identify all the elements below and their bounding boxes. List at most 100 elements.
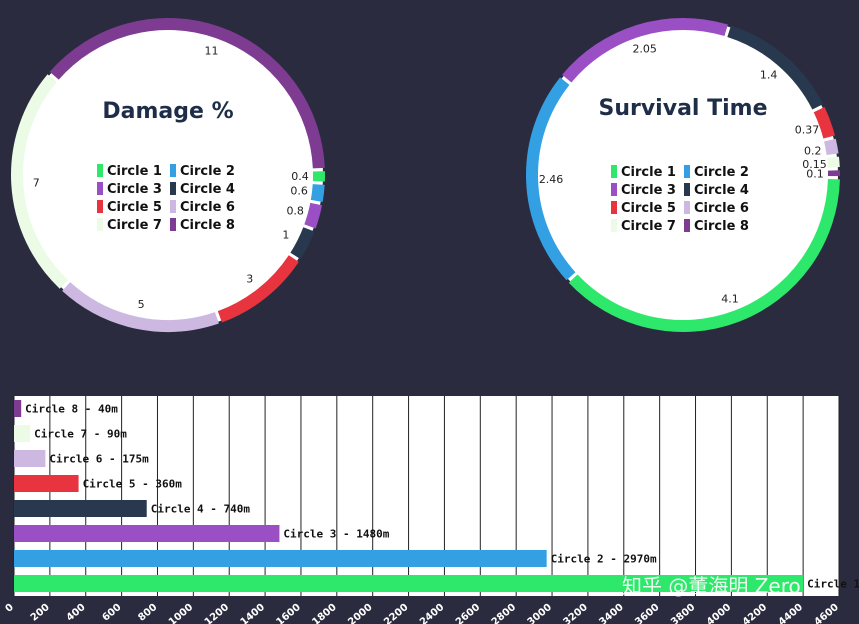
- survival-chart-title: Survival Time: [598, 96, 767, 121]
- damage-legend-swatch: [97, 164, 103, 177]
- survival-legend-swatch: [611, 219, 617, 232]
- bar-chart-x-tick-label: 400: [65, 602, 88, 624]
- damage-legend-swatch: [97, 218, 103, 231]
- bar-circle-3: [14, 525, 280, 542]
- survival-legend-swatch: [611, 165, 617, 178]
- damage-value-label: 11: [205, 44, 219, 57]
- survival-value-label: 2.46: [539, 173, 564, 186]
- survival-segment-circle-1: [568, 179, 840, 332]
- bar-chart-x-tick-label: 3000: [526, 602, 554, 624]
- survival-legend-label: Circle 5: [621, 201, 676, 216]
- survival-legend-swatch: [611, 183, 617, 196]
- survival-legend-swatch: [684, 201, 690, 214]
- damage-segment-circle-8: [49, 18, 325, 169]
- bar-chart-x-tick-label: 3400: [597, 602, 625, 624]
- survival-legend-swatch: [684, 219, 690, 232]
- bar-label: Circle 4 - 740m: [151, 503, 251, 516]
- bar-chart-x-tick-label: 1600: [274, 602, 302, 624]
- damage-segment-circle-4: [290, 227, 315, 260]
- survival-legend-swatch: [684, 165, 690, 178]
- damage-value-label: 0.4: [291, 170, 309, 183]
- survival-value-label: 0.1: [806, 167, 824, 180]
- bar-chart-x-tick-label: 1400: [239, 602, 267, 624]
- damage-legend-swatch: [97, 200, 103, 213]
- bar-chart-x-tick-label: 2000: [346, 602, 374, 624]
- bar-chart-x-tick-label: 1000: [167, 602, 195, 624]
- bar-chart-x-tick-label: 4000: [705, 602, 733, 624]
- bar-circle-8: [14, 400, 22, 417]
- survival-segment-circle-2: [526, 77, 576, 281]
- damage-legend: Circle 1 Circle 2 Circle 3 Circle 4 Circle 5…: [97, 164, 235, 233]
- damage-segment-circle-3: [304, 202, 323, 229]
- damage-legend-label: Circle 4: [180, 182, 235, 197]
- survival-donut-panel: [528, 20, 838, 330]
- damage-legend-swatch: [170, 164, 176, 177]
- survival-legend-label: Circle 3: [621, 183, 676, 198]
- survival-legend: Circle 1 Circle 2 Circle 3 Circle 4 Circle 5…: [611, 165, 749, 234]
- bar-label: Circle 1 - 4400m: [807, 578, 859, 591]
- bar-chart-x-tick-label: 600: [100, 602, 123, 624]
- bar-chart-x-tick-label: 3200: [561, 602, 589, 624]
- bar-chart-x-tick-label: 4400: [777, 602, 805, 624]
- bar-circle-5: [14, 475, 79, 492]
- bar-chart-x-tick-label: 2200: [382, 602, 410, 624]
- damage-legend-label: Circle 3: [107, 182, 162, 197]
- survival-value-label: 0.37: [795, 124, 820, 137]
- bar-chart-x-tick-label: 2400: [418, 602, 446, 624]
- survival-legend-label: Circle 2: [694, 165, 749, 180]
- survival-donut-chart: 4.1 2.46 2.05 1.4 0.37 0.20.150.1 Survival Ti…: [526, 18, 840, 332]
- survival-legend-swatch: [684, 183, 690, 196]
- bar-chart-x-tick-label: 1800: [310, 602, 338, 624]
- damage-segment-circle-2: [310, 184, 325, 202]
- bar-label: Circle 6 - 175m: [49, 453, 149, 466]
- bar-chart-x-tick-label: 4200: [741, 602, 769, 624]
- damage-value-labels: 0.4 0.6 0.8 1 3 5 7 11: [33, 44, 309, 311]
- survival-donut-segments: [526, 18, 840, 332]
- bar-chart-bars: Circle 8 - 40m Circle 7 - 90m Circle 6 - 1…: [14, 400, 859, 592]
- bar-chart-x-tick-label: 3800: [669, 602, 697, 624]
- bar-chart-x-tick-label: 3600: [633, 602, 661, 624]
- bar-circle-2: [14, 550, 547, 567]
- damage-value-label: 5: [138, 298, 145, 311]
- survival-value-label: 0.15: [802, 158, 827, 171]
- bar-label: Circle 2 - 2970m: [551, 553, 657, 566]
- bar-chart-x-tick-label: 4600: [813, 602, 841, 624]
- damage-legend-swatch: [170, 200, 176, 213]
- damage-legend-label: Circle 1: [107, 164, 162, 179]
- bar-chart-x-tick-label: 2800: [490, 602, 518, 624]
- damage-legend-label: Circle 8: [180, 218, 235, 233]
- damage-legend-label: Circle 6: [180, 200, 235, 215]
- survival-value-label: 2.05: [632, 43, 657, 56]
- circle-distance-bar-chart: Circle 8 - 40m Circle 7 - 90m Circle 6 - 1…: [4, 396, 859, 624]
- bar-circle-4: [14, 500, 147, 517]
- bar-label: Circle 8 - 40m: [25, 403, 118, 416]
- survival-value-labels: 4.1 2.46 2.05 1.4 0.37 0.20.150.1: [539, 43, 827, 306]
- survival-value-label: 4.1: [721, 292, 739, 305]
- survival-legend-label: Circle 7: [621, 219, 676, 234]
- damage-legend-swatch: [170, 182, 176, 195]
- damage-value-label: 7: [33, 176, 40, 189]
- damage-segment-circle-7: [11, 74, 69, 289]
- bar-circle-1: [14, 575, 804, 592]
- damage-donut-segments: [11, 18, 325, 332]
- damage-legend-label: Circle 5: [107, 200, 162, 215]
- survival-value-label: 0.2: [804, 145, 822, 158]
- bar-chart-x-tick-label: 2600: [454, 602, 482, 624]
- bar-circle-7: [14, 425, 31, 442]
- survival-legend-label: Circle 8: [694, 219, 749, 234]
- bar-chart-x-tick-label: 0: [4, 602, 16, 615]
- survival-segment-circle-5: [813, 107, 835, 139]
- survival-segment-circle-4: [727, 25, 824, 110]
- bar-chart-x-tick-label: 1200: [203, 602, 231, 624]
- damage-legend-swatch: [170, 218, 176, 231]
- bar-chart-x-tick-label: 800: [136, 602, 159, 624]
- survival-legend-swatch: [611, 201, 617, 214]
- bar-label: Circle 5 - 360m: [83, 478, 183, 491]
- survival-segment-circle-3: [562, 18, 728, 83]
- survival-segment-circle-6: [824, 138, 839, 156]
- survival-value-label: 1.4: [760, 69, 778, 82]
- bar-chart-x-ticks: 0 200 400 600 800 1000 1200 1400 1600 1800 2000 220…: [4, 602, 841, 624]
- damage-legend-swatch: [97, 182, 103, 195]
- damage-value-label: 3: [246, 273, 253, 286]
